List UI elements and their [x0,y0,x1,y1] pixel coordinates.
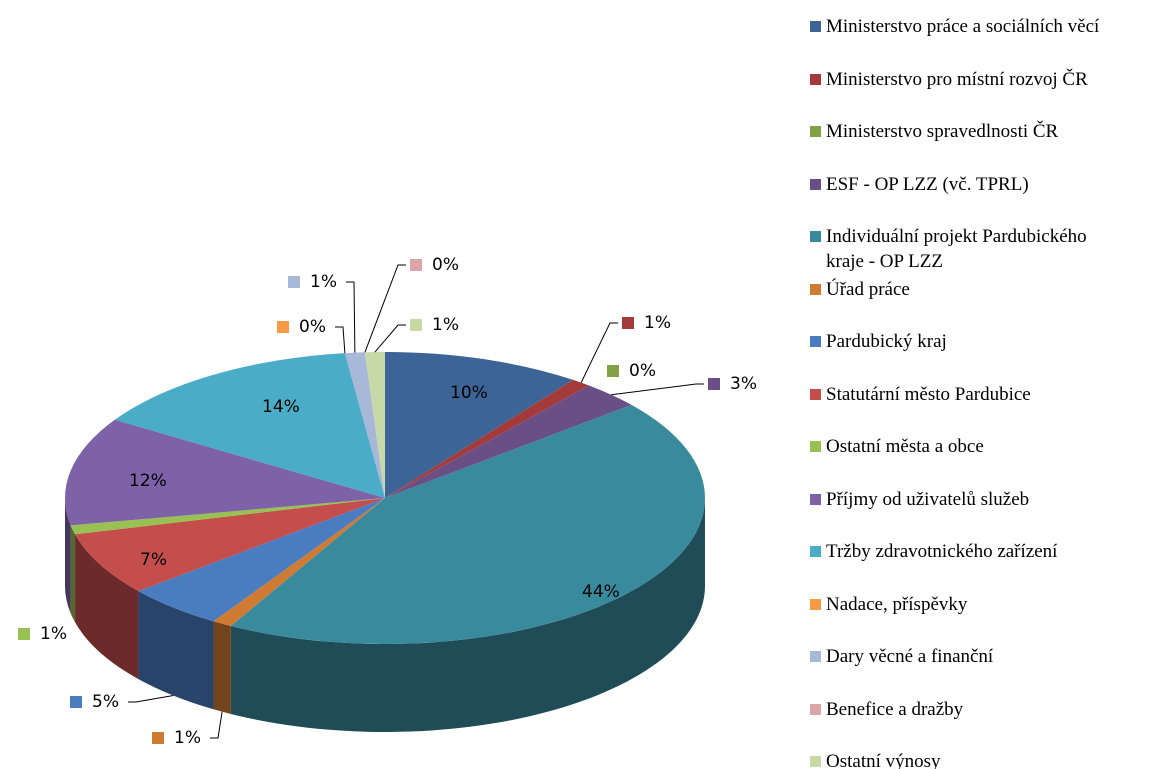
slice [75,498,385,592]
legend-swatch [810,73,821,85]
label-swatch [708,378,720,390]
leader-line [335,326,346,354]
data-label: 5% [92,692,119,712]
leader-line [374,324,406,353]
slice-side [75,534,139,680]
slice-side [70,525,76,623]
slice-side [65,498,71,614]
data-label: 1% [40,624,67,644]
legend-swatch [810,441,821,452]
legend-swatch [810,231,821,242]
legend-label: Ostatní výnosy [826,751,941,769]
leader-line [611,383,704,396]
legend-swatch [810,126,821,137]
data-label: 0% [299,317,326,337]
label-swatch [428,387,440,399]
legend-swatch [810,283,821,295]
slice [230,404,706,645]
slice [385,385,632,498]
slice [364,352,385,498]
label-swatch [107,475,119,487]
data-label: 0% [629,361,656,381]
legend-label: Ministerstvo pro místní rozvoj ČR [826,68,1088,90]
legend-label: Ostatní města a obce [826,436,984,457]
label-swatch [622,317,634,329]
legend-swatch [810,703,821,715]
data-label: 12% [129,471,167,491]
data-label: 14% [262,397,300,417]
label-swatch [118,554,130,566]
data-label: 1% [644,313,671,333]
legend-label: Úřad práce [826,278,910,300]
legend-swatch [810,336,821,347]
legend-swatch [810,388,821,400]
legend-swatch [810,178,821,190]
legend-swatch [810,493,821,505]
slice [138,498,385,622]
data-label: 10% [450,383,488,403]
label-swatch [18,628,30,640]
legend-swatch [810,651,821,662]
leader-line [364,264,406,353]
label-swatch [410,259,422,271]
legend-label: ESF - OP LZZ (vč. TPRL) [826,173,1029,195]
legend-label: Dary věcné a finanční [826,646,994,667]
slice-side [213,621,231,714]
label-swatch [70,696,82,708]
leader-line [210,711,223,739]
legend-label: Benefice a dražby [826,698,964,720]
label-swatch [152,732,164,744]
legend-label: Individuální projekt Pardubického kraje … [826,226,1087,272]
legend-swatch [810,546,821,557]
slice [385,379,589,498]
data-label: 1% [174,728,201,748]
legend-label: Statutární město Pardubice [826,383,1031,405]
legend-label: Pardubický kraj [826,331,947,352]
data-label: 1% [310,272,337,292]
slice [65,419,386,526]
legend-label: Ministerstvo práce a sociálních věcí [826,16,1100,37]
legend-label: Nadace, příspěvky [826,593,968,615]
legend-swatch [810,21,821,32]
data-label: 7% [140,550,167,570]
label-swatch [288,276,300,288]
slice-side [230,498,706,733]
legend-swatch [810,598,821,610]
leader-line [580,322,618,383]
slice [213,498,385,626]
label-swatch [240,401,252,413]
data-label: 3% [730,374,757,394]
data-label: 44% [582,582,620,602]
label-swatch [607,365,619,377]
label-swatch [410,319,422,331]
legend-label: Příjmy od uživatelů služeb [826,488,1030,510]
label-swatch [277,321,289,333]
label-swatch [560,586,572,598]
slice [114,353,385,498]
legend-swatch [810,756,821,767]
slice [344,352,385,498]
leader-line [346,281,356,353]
legend-label: Ministerstvo spravedlnosti ČR [826,121,1059,142]
leader-line [128,695,174,703]
slice-side [138,591,214,710]
data-label: 1% [432,315,459,335]
data-label: 0% [432,255,459,275]
legend-label: Tržby zdravotnického zařízení [826,541,1058,562]
slice [70,498,385,535]
